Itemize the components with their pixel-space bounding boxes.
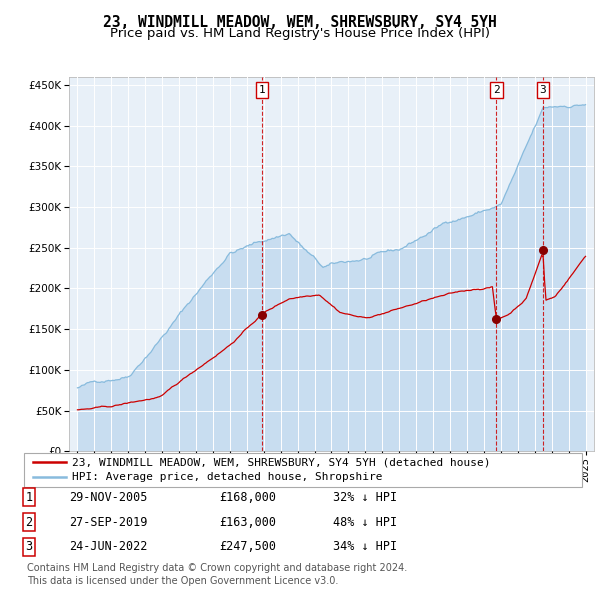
Text: 23, WINDMILL MEADOW, WEM, SHREWSBURY, SY4 5YH: 23, WINDMILL MEADOW, WEM, SHREWSBURY, SY… bbox=[103, 15, 497, 30]
Text: HPI: Average price, detached house, Shropshire: HPI: Average price, detached house, Shro… bbox=[72, 472, 383, 482]
Text: 1: 1 bbox=[25, 491, 32, 504]
Text: 1: 1 bbox=[259, 85, 266, 95]
Text: This data is licensed under the Open Government Licence v3.0.: This data is licensed under the Open Gov… bbox=[27, 576, 338, 586]
Text: 2: 2 bbox=[493, 85, 500, 95]
Text: 3: 3 bbox=[25, 540, 32, 553]
Text: 24-JUN-2022: 24-JUN-2022 bbox=[69, 540, 148, 553]
Text: Price paid vs. HM Land Registry's House Price Index (HPI): Price paid vs. HM Land Registry's House … bbox=[110, 27, 490, 40]
Text: 2: 2 bbox=[25, 516, 32, 529]
Text: £168,000: £168,000 bbox=[219, 491, 276, 504]
Text: 29-NOV-2005: 29-NOV-2005 bbox=[69, 491, 148, 504]
Text: 3: 3 bbox=[539, 85, 546, 95]
Text: 23, WINDMILL MEADOW, WEM, SHREWSBURY, SY4 5YH (detached house): 23, WINDMILL MEADOW, WEM, SHREWSBURY, SY… bbox=[72, 457, 491, 467]
Text: Contains HM Land Registry data © Crown copyright and database right 2024.: Contains HM Land Registry data © Crown c… bbox=[27, 563, 407, 573]
Text: £163,000: £163,000 bbox=[219, 516, 276, 529]
Text: £247,500: £247,500 bbox=[219, 540, 276, 553]
Text: 48% ↓ HPI: 48% ↓ HPI bbox=[333, 516, 397, 529]
Text: 27-SEP-2019: 27-SEP-2019 bbox=[69, 516, 148, 529]
Text: 34% ↓ HPI: 34% ↓ HPI bbox=[333, 540, 397, 553]
Text: 32% ↓ HPI: 32% ↓ HPI bbox=[333, 491, 397, 504]
